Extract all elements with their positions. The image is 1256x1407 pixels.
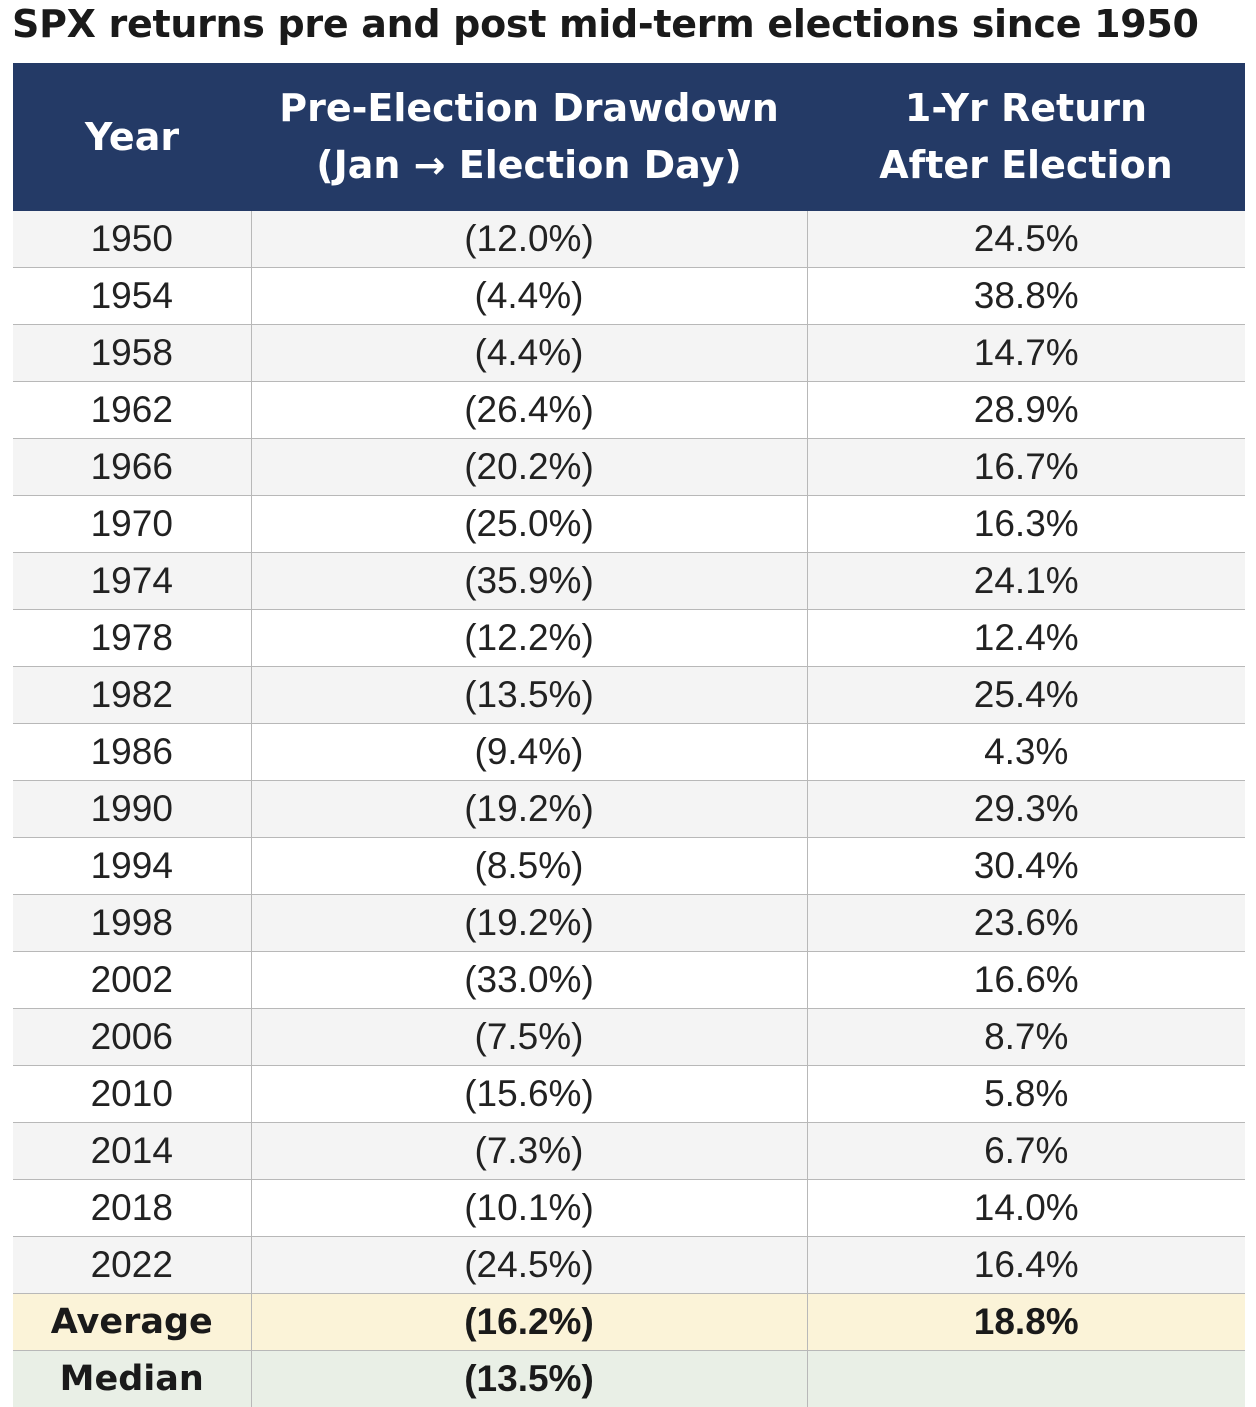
return-cell: 16.6%: [807, 952, 1245, 1009]
year-cell: 1970: [13, 496, 251, 553]
return-cell: 28.9%: [807, 382, 1245, 439]
return-cell: 16.7%: [807, 439, 1245, 496]
table-row: 2014(7.3%)6.7%: [13, 1123, 1245, 1180]
year-cell: 1958: [13, 325, 251, 382]
drawdown-cell: (15.6%): [251, 1066, 807, 1123]
table-row: 1970(25.0%)16.3%: [13, 496, 1245, 553]
column-header-line: (Jan → Election Day): [251, 137, 807, 194]
return-cell: 6.7%: [807, 1123, 1245, 1180]
year-cell: 2022: [13, 1237, 251, 1294]
return-cell: 14.7%: [807, 325, 1245, 382]
return-cell: 24.1%: [807, 553, 1245, 610]
drawdown-cell: (12.0%): [251, 211, 807, 268]
drawdown-cell: (9.4%): [251, 724, 807, 781]
return-cell: 24.5%: [807, 211, 1245, 268]
drawdown-cell: (12.2%): [251, 610, 807, 667]
table-body: 1950(12.0%)24.5%1954(4.4%)38.8%1958(4.4%…: [13, 211, 1245, 1407]
drawdown-cell: (20.2%): [251, 439, 807, 496]
table-row: 1950(12.0%)24.5%: [13, 211, 1245, 268]
table-row: 2010(15.6%)5.8%: [13, 1066, 1245, 1123]
drawdown-cell: (13.5%): [251, 667, 807, 724]
drawdown-cell: (19.2%): [251, 781, 807, 838]
column-header-pre-election-drawdown: Pre-Election Drawdown(Jan → Election Day…: [251, 63, 807, 211]
table-row: 1998(19.2%)23.6%: [13, 895, 1245, 952]
return-cell: 38.8%: [807, 268, 1245, 325]
drawdown-cell: (35.9%): [251, 553, 807, 610]
drawdown-cell: (7.5%): [251, 1009, 807, 1066]
return-cell: 16.3%: [807, 496, 1245, 553]
year-cell: 1998: [13, 895, 251, 952]
return-cell: 14.0%: [807, 1180, 1245, 1237]
year-cell: 1950: [13, 211, 251, 268]
median-row: Median(13.5%): [13, 1351, 1245, 1407]
year-cell: 1974: [13, 553, 251, 610]
drawdown-cell: (4.4%): [251, 268, 807, 325]
return-cell: [807, 1351, 1245, 1407]
column-header-line: Year: [13, 109, 251, 166]
drawdown-cell: (24.5%): [251, 1237, 807, 1294]
year-cell: 1962: [13, 382, 251, 439]
return-cell: 5.8%: [807, 1066, 1245, 1123]
table-row: 1966(20.2%)16.7%: [13, 439, 1245, 496]
table-row: 2018(10.1%)14.0%: [13, 1180, 1245, 1237]
drawdown-cell: (10.1%): [251, 1180, 807, 1237]
return-cell: 25.4%: [807, 667, 1245, 724]
return-cell: 4.3%: [807, 724, 1245, 781]
table-row: 2006(7.5%)8.7%: [13, 1009, 1245, 1066]
column-header-line: Pre-Election Drawdown: [251, 80, 807, 137]
drawdown-cell: (33.0%): [251, 952, 807, 1009]
table-row: 2002(33.0%)16.6%: [13, 952, 1245, 1009]
table-row: 1954(4.4%)38.8%: [13, 268, 1245, 325]
return-cell: 8.7%: [807, 1009, 1245, 1066]
year-cell: 1986: [13, 724, 251, 781]
drawdown-cell: (19.2%): [251, 895, 807, 952]
table-row: 1974(35.9%)24.1%: [13, 553, 1245, 610]
return-cell: 12.4%: [807, 610, 1245, 667]
year-cell: 2002: [13, 952, 251, 1009]
table-row: 1990(19.2%)29.3%: [13, 781, 1245, 838]
summary-label: Median: [13, 1351, 251, 1407]
summary-label: Average: [13, 1294, 251, 1351]
table-row: 1958(4.4%)14.7%: [13, 325, 1245, 382]
year-cell: 1966: [13, 439, 251, 496]
column-header-year: Year: [13, 63, 251, 211]
drawdown-cell: (8.5%): [251, 838, 807, 895]
return-cell: 18.8%: [807, 1294, 1245, 1351]
average-row: Average(16.2%)18.8%: [13, 1294, 1245, 1351]
year-cell: 1982: [13, 667, 251, 724]
page-title: SPX returns pre and post mid-term electi…: [12, 2, 1199, 46]
return-cell: 16.4%: [807, 1237, 1245, 1294]
year-cell: 2014: [13, 1123, 251, 1180]
year-cell: 2010: [13, 1066, 251, 1123]
year-cell: 1994: [13, 838, 251, 895]
drawdown-cell: (7.3%): [251, 1123, 807, 1180]
year-cell: 1990: [13, 781, 251, 838]
table-row: 1962(26.4%)28.9%: [13, 382, 1245, 439]
drawdown-cell: (25.0%): [251, 496, 807, 553]
drawdown-cell: (13.5%): [251, 1351, 807, 1407]
return-cell: 30.4%: [807, 838, 1245, 895]
table-row: 1978(12.2%)12.4%: [13, 610, 1245, 667]
year-cell: 2006: [13, 1009, 251, 1066]
table-row: 1982(13.5%)25.4%: [13, 667, 1245, 724]
table-row: 1994(8.5%)30.4%: [13, 838, 1245, 895]
table-row: 2022(24.5%)16.4%: [13, 1237, 1245, 1294]
drawdown-cell: (4.4%): [251, 325, 807, 382]
column-header-line: 1-Yr Return: [807, 80, 1245, 137]
column-header-line: After Election: [807, 137, 1245, 194]
return-cell: 29.3%: [807, 781, 1245, 838]
drawdown-cell: (16.2%): [251, 1294, 807, 1351]
return-cell: 23.6%: [807, 895, 1245, 952]
drawdown-cell: (26.4%): [251, 382, 807, 439]
year-cell: 1978: [13, 610, 251, 667]
table-row: 1986(9.4%)4.3%: [13, 724, 1245, 781]
year-cell: 2018: [13, 1180, 251, 1237]
year-cell: 1954: [13, 268, 251, 325]
